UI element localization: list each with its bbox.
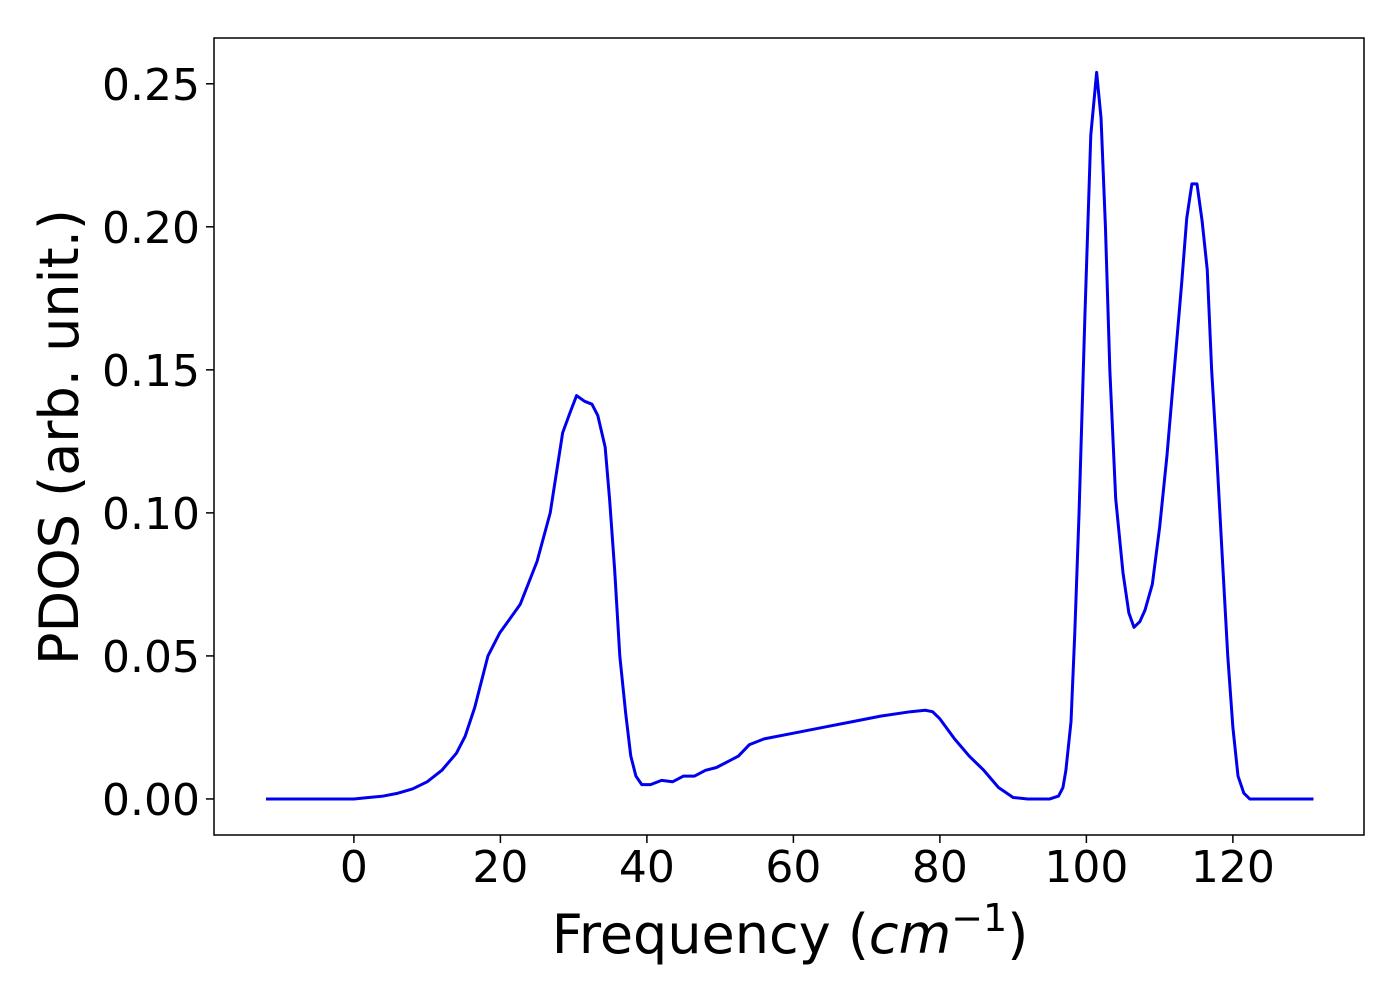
x-tick-label: 80 [912,842,968,893]
y-tick-label: 0.20 [102,203,200,254]
x-label-part: −1 [951,896,1007,940]
x-tick-label: 40 [619,842,675,893]
x-tick-label: 100 [1044,842,1128,893]
x-tick-label: 0 [340,842,368,893]
x-label-part: Frequency ( [552,903,869,966]
y-tick-label: 0.00 [102,775,200,826]
x-tick-label: 60 [765,842,821,893]
y-tick-label: 0.10 [102,489,200,540]
y-axis-label: PDOS (arb. unit.) [28,209,91,665]
x-axis-label: Frequency (cm−1) [552,896,1029,966]
x-tick-label: 20 [472,842,528,893]
y-tick-label: 0.15 [102,346,200,397]
x-tick-label: 120 [1191,842,1275,893]
x-label-part: cm [869,903,951,966]
y-tick-label: 0.05 [102,632,200,683]
data-line [266,70,1314,801]
x-label-part: ) [1007,903,1028,966]
plot-frame [213,37,1365,836]
y-tick-label: 0.25 [102,60,200,111]
